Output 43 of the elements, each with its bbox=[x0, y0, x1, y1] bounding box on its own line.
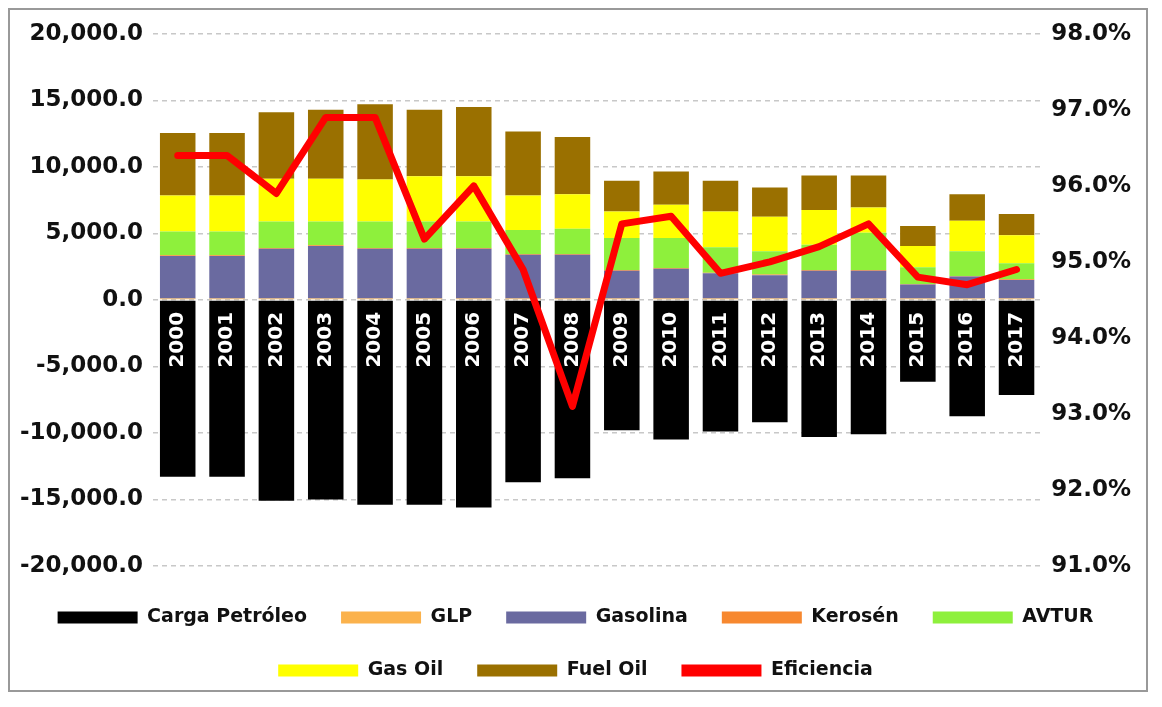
x-tick-label: 2016 bbox=[953, 311, 978, 368]
x-tick-label: 2004 bbox=[361, 311, 386, 368]
x-tick-label: 2001 bbox=[213, 311, 238, 368]
legend-label: GLP bbox=[430, 604, 473, 627]
y2-tick-label: 96.0% bbox=[1051, 170, 1131, 197]
y-tick-label: 5,000.0 bbox=[45, 218, 144, 245]
x-tick-label: 2002 bbox=[262, 311, 287, 368]
x-tick-label: 2010 bbox=[657, 311, 682, 368]
x-tick-label: 2012 bbox=[756, 311, 781, 368]
y2-tick-label: 95.0% bbox=[1051, 246, 1131, 273]
y-tick-label: -10,000.0 bbox=[19, 417, 144, 444]
x-tick-label: 2009 bbox=[608, 311, 632, 368]
y2-tick-label: 91.0% bbox=[1051, 550, 1131, 577]
y-tick-label: 10,000.0 bbox=[29, 151, 144, 178]
y2-tick-label: 94.0% bbox=[1051, 322, 1131, 349]
y-tick-label: -15,000.0 bbox=[19, 484, 144, 511]
x-tick-label: 2006 bbox=[459, 311, 484, 368]
legend-label: Fuel Oil bbox=[566, 657, 648, 680]
legend-label: Kerosén bbox=[811, 604, 899, 627]
legend-label: Eficiencia bbox=[770, 657, 873, 680]
legend-label: Carga Petróleo bbox=[147, 604, 308, 627]
legend-label: AVTUR bbox=[1022, 604, 1094, 627]
x-tick-label: 2011 bbox=[706, 311, 731, 368]
legend-label: Gasolina bbox=[595, 604, 688, 627]
x-tick-label: 2007 bbox=[509, 311, 534, 368]
y-tick-label: -20,000.0 bbox=[19, 550, 144, 577]
y-tick-label: 15,000.0 bbox=[29, 85, 144, 112]
y-tick-label: 20,000.0 bbox=[29, 18, 144, 45]
x-tick-label: 2008 bbox=[558, 311, 583, 368]
x-tick-label: 2003 bbox=[311, 311, 336, 368]
x-tick-label: 2005 bbox=[410, 311, 435, 368]
legend-label: Gas Oil bbox=[367, 657, 444, 680]
y2-tick-label: 97.0% bbox=[1051, 94, 1131, 121]
y2-tick-label: 92.0% bbox=[1051, 474, 1131, 501]
y2-tick-label: 93.0% bbox=[1051, 398, 1131, 425]
y-tick-label: 0.0 bbox=[102, 284, 144, 311]
x-tick-label: 2013 bbox=[805, 311, 830, 368]
x-tick-label: 2017 bbox=[1002, 311, 1027, 368]
x-tick-label: 2014 bbox=[854, 311, 879, 368]
x-tick-label: 2015 bbox=[904, 311, 929, 368]
x-tick-label: 2000 bbox=[163, 311, 188, 368]
y2-tick-label: 98.0% bbox=[1051, 18, 1131, 45]
y-tick-label: -5,000.0 bbox=[35, 351, 144, 378]
